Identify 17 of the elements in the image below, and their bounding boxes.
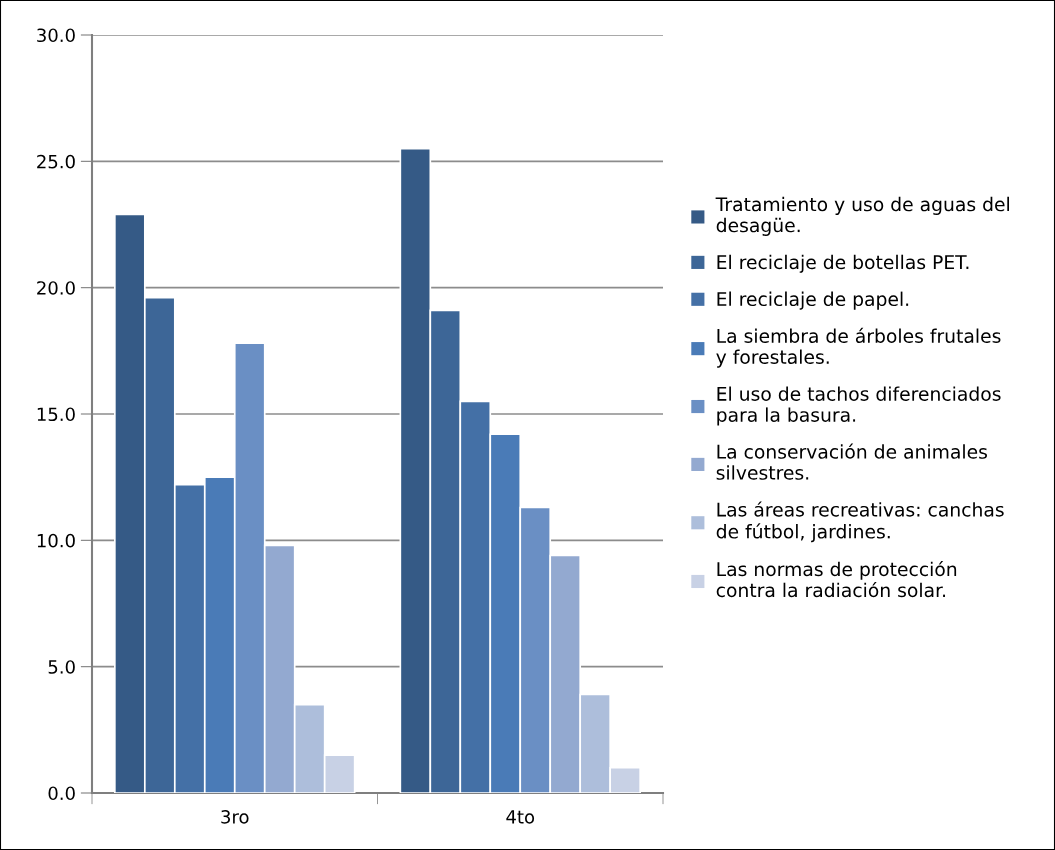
y-tick-label: 30.0	[37, 28, 75, 43]
y-tick-label: 25.0	[37, 154, 75, 169]
legend-label: Las normas de protección contra la radiación solar.	[716, 560, 957, 598]
x-tick-label: 3ro	[221, 809, 249, 824]
legend-label: El uso de tachos diferenciados para la basura.	[717, 386, 1001, 426]
y-tick-label: 15.0	[37, 407, 75, 422]
legend-label: El reciclaje de papel.	[717, 291, 909, 310]
y-tick-label: 20.0	[37, 281, 75, 295]
y-tick-label: 5.0	[48, 660, 75, 674]
y-tick-label: 10.0	[37, 533, 75, 548]
y-tick-label: 0.0	[48, 786, 75, 801]
legend-label: La conservación de animales silvestres.	[716, 443, 987, 480]
legend-label: El reciclaje de botellas PET.	[717, 254, 969, 273]
x-tick-label: 4to	[506, 810, 535, 824]
legend-label: Las áreas recreativas: canchas de fútbol, jardines.	[716, 501, 1004, 543]
legend-label: La siembra de árboles frutales y forestales.	[716, 327, 1001, 368]
legend-label: Tratamiento y uso de aguas del desagüe.	[715, 196, 1009, 236]
